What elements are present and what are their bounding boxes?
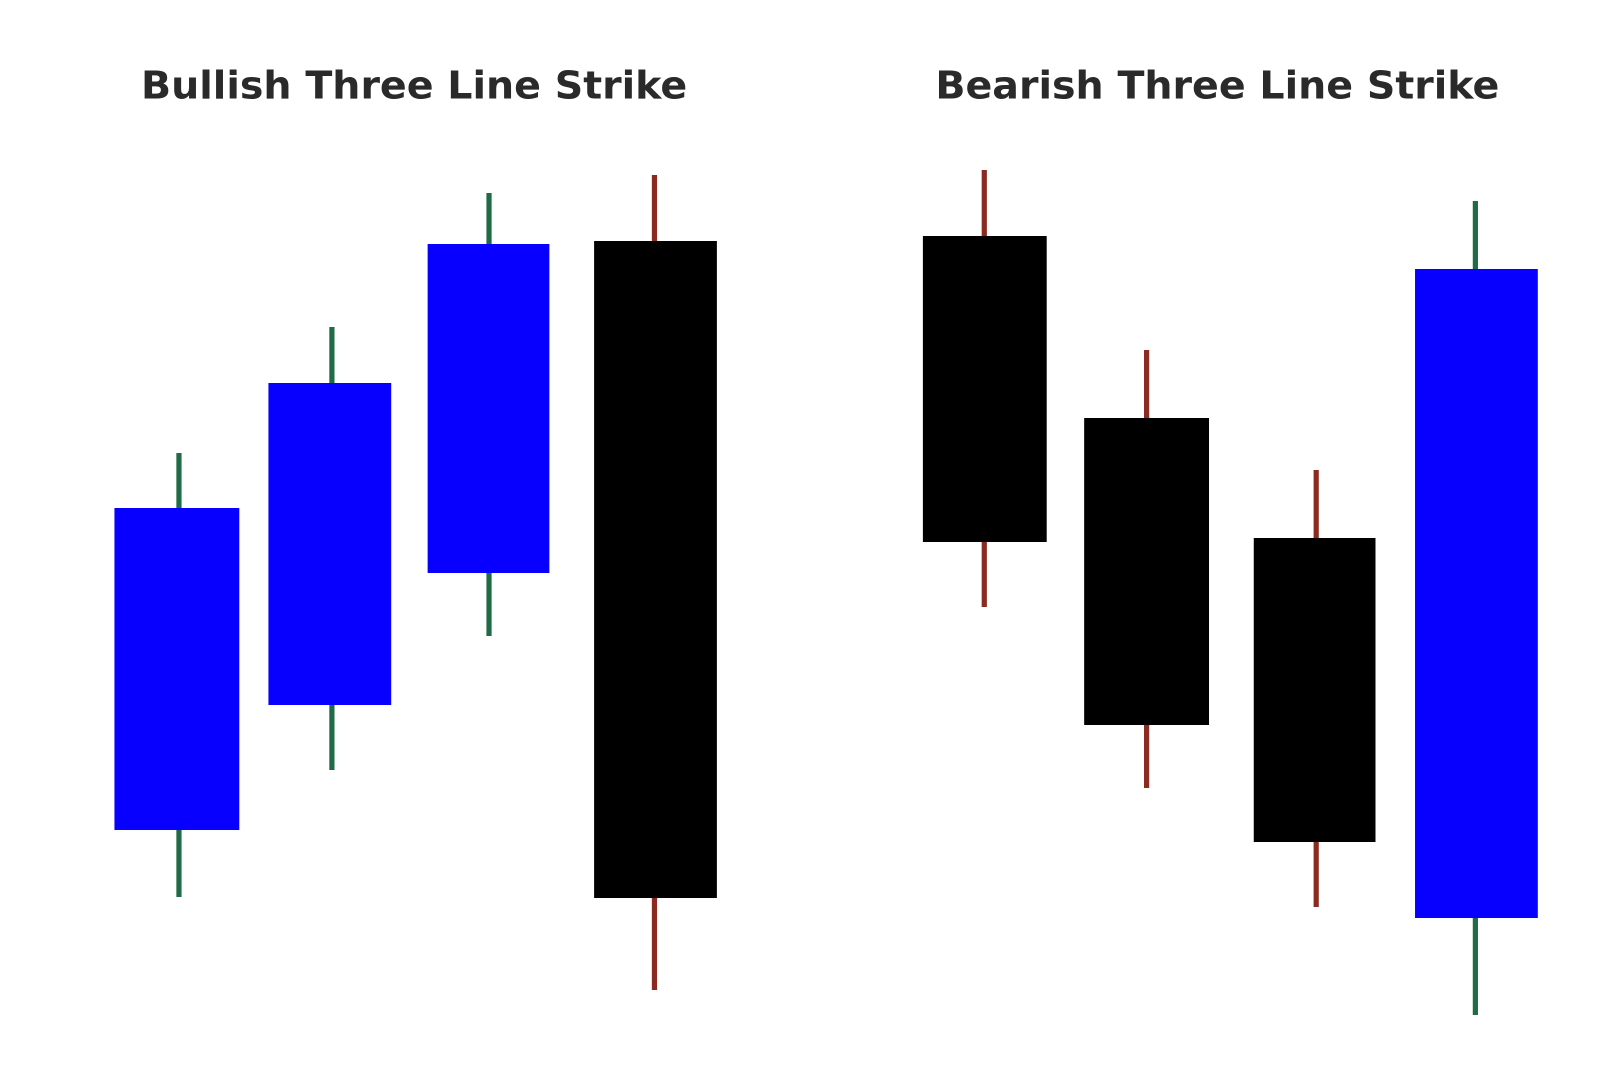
candle-body [427,244,550,573]
candle-body [922,236,1047,542]
candle-body [594,241,717,898]
candle-body [114,508,240,830]
pattern-title: Bullish Three Line Strike [141,64,687,108]
candle-body [1084,418,1210,725]
bearish-pattern: Bearish Three Line Strike [922,64,1538,1015]
candle-body [1415,269,1538,918]
pattern-title: Bearish Three Line Strike [935,64,1499,108]
candle-body [268,383,392,705]
candle-body [1253,538,1376,842]
bullish-pattern: Bullish Three Line Strike [114,64,717,990]
